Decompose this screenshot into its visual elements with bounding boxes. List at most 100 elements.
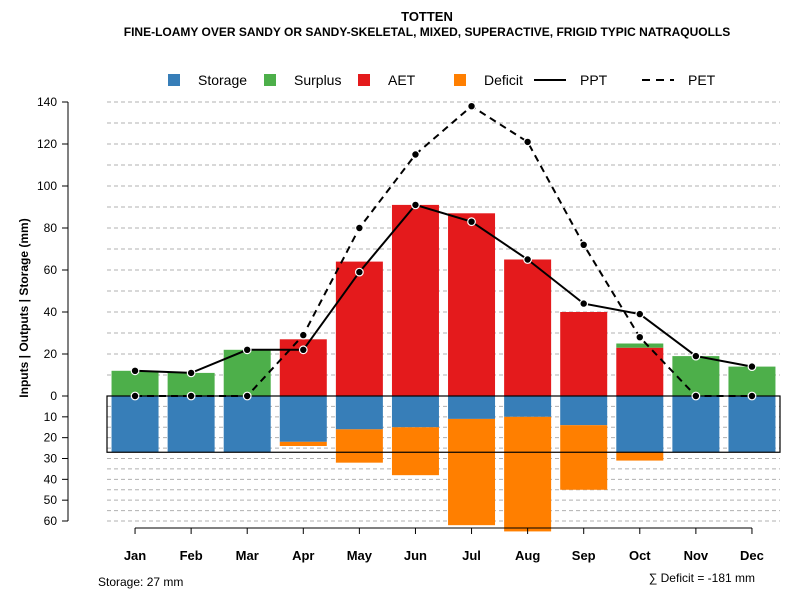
storage-bar bbox=[672, 396, 720, 453]
deficit-bar bbox=[335, 429, 383, 463]
pet-point bbox=[579, 240, 589, 250]
storage-bar bbox=[728, 396, 776, 453]
x-tick-label: Nov bbox=[684, 548, 709, 563]
deficit-bar bbox=[616, 452, 664, 461]
storage-bar bbox=[279, 396, 327, 442]
storage-capacity-box bbox=[106, 395, 781, 453]
deficit-bar bbox=[448, 418, 496, 526]
x-tick-label: Oct bbox=[629, 548, 651, 563]
pet-point bbox=[242, 391, 252, 401]
y-axis-label: Inputs | Outputs | Storage (mm) bbox=[17, 218, 31, 397]
pet-point bbox=[411, 150, 420, 159]
storage-bar bbox=[391, 396, 439, 428]
y-tick-label: 50 bbox=[44, 493, 58, 507]
y-tick-label: 40 bbox=[44, 472, 58, 486]
surplus-bar bbox=[672, 356, 720, 396]
deficit-bar bbox=[279, 441, 327, 446]
x-tick-label: Aug bbox=[515, 548, 540, 563]
pet-point bbox=[130, 391, 140, 401]
legend-swatch bbox=[168, 74, 180, 86]
chart-title: TOTTEN bbox=[401, 9, 453, 24]
ppt-point bbox=[467, 217, 476, 227]
y-tick-label: 60 bbox=[44, 514, 58, 528]
storage-bar bbox=[167, 396, 215, 453]
aet-bar bbox=[335, 261, 383, 396]
surplus-bar bbox=[616, 343, 664, 348]
x-tick-label: Mar bbox=[236, 548, 259, 563]
lines bbox=[130, 101, 757, 401]
aet-bar bbox=[391, 204, 439, 396]
ppt-point bbox=[691, 351, 701, 361]
x-tick-label: Feb bbox=[180, 548, 203, 563]
storage-bar bbox=[616, 396, 664, 453]
ppt-point bbox=[523, 255, 533, 264]
storage-bar bbox=[223, 396, 271, 453]
pet-point bbox=[523, 137, 533, 147]
legend-label: PPT bbox=[580, 72, 608, 88]
legend-swatch bbox=[264, 74, 276, 86]
pet-point bbox=[635, 332, 645, 342]
pet-point bbox=[691, 391, 701, 401]
pet-line bbox=[135, 104, 752, 397]
y-tick-label: 100 bbox=[37, 179, 57, 193]
storage-bar bbox=[560, 396, 608, 426]
aet-bar bbox=[616, 347, 664, 396]
aet-bar bbox=[560, 312, 608, 396]
surplus-bar bbox=[167, 372, 215, 396]
y-tick-label: 0 bbox=[50, 389, 57, 403]
pet-point bbox=[186, 391, 196, 401]
legend-swatch bbox=[358, 74, 370, 86]
ppt-point bbox=[354, 267, 364, 277]
pet-point bbox=[354, 223, 364, 233]
storage-footer: Storage: 27 mm bbox=[98, 575, 183, 589]
y-tick-label: 30 bbox=[44, 452, 58, 466]
pet-point bbox=[298, 330, 308, 340]
storage-bar bbox=[111, 396, 159, 453]
x-tick-label: Jan bbox=[124, 548, 146, 563]
x-tick-label: May bbox=[347, 548, 373, 563]
ppt-point bbox=[242, 345, 252, 355]
y-tick-label: 80 bbox=[44, 221, 58, 235]
deficit-bar bbox=[504, 416, 552, 532]
aet-bar bbox=[448, 213, 496, 396]
storage-bar bbox=[504, 396, 552, 417]
y-tick-label: 120 bbox=[37, 137, 57, 151]
y-tick-label: 140 bbox=[37, 95, 57, 109]
legend-swatch bbox=[454, 74, 466, 86]
deficit-bar bbox=[391, 427, 439, 476]
deficit-bar bbox=[560, 425, 608, 490]
bars bbox=[106, 204, 781, 532]
chart-subtitle: FINE-LOAMY OVER SANDY OR SANDY-SKELETAL,… bbox=[124, 25, 731, 39]
surplus-bar bbox=[728, 366, 776, 396]
x-tick-label: Apr bbox=[292, 548, 314, 563]
ppt-point bbox=[130, 366, 140, 376]
ppt-line bbox=[135, 203, 753, 374]
ppt-point bbox=[635, 309, 645, 319]
x-tick-label: Sep bbox=[572, 548, 596, 563]
storage-bar bbox=[448, 396, 496, 419]
legend: Storage Surplus AET Deficit PPT PET bbox=[168, 72, 716, 88]
ppt-point bbox=[411, 200, 420, 210]
ppt-point bbox=[579, 299, 589, 309]
x-tick-label: Dec bbox=[740, 548, 764, 563]
legend-label: Storage bbox=[198, 72, 247, 88]
aet-bar bbox=[504, 259, 552, 396]
storage-bar bbox=[335, 396, 383, 430]
x-tick-label: Jun bbox=[404, 548, 427, 563]
y-tick-label: 40 bbox=[44, 305, 58, 319]
grid-lines bbox=[107, 101, 780, 522]
legend-label: Surplus bbox=[294, 72, 341, 88]
pet-point bbox=[747, 391, 757, 401]
legend-label: Deficit bbox=[484, 72, 523, 88]
y-tick-label: 20 bbox=[44, 347, 58, 361]
ppt-point bbox=[298, 345, 308, 355]
surplus-bar bbox=[223, 349, 271, 396]
ppt-point bbox=[186, 368, 196, 378]
y-tick-label: 20 bbox=[44, 431, 58, 445]
ppt-point bbox=[747, 362, 757, 372]
x-tick-label: Jul bbox=[462, 548, 481, 563]
legend-label: AET bbox=[388, 72, 416, 88]
y-tick-label: 10 bbox=[44, 410, 58, 424]
deficit-footer: ∑ Deficit = -181 mm bbox=[649, 571, 755, 585]
